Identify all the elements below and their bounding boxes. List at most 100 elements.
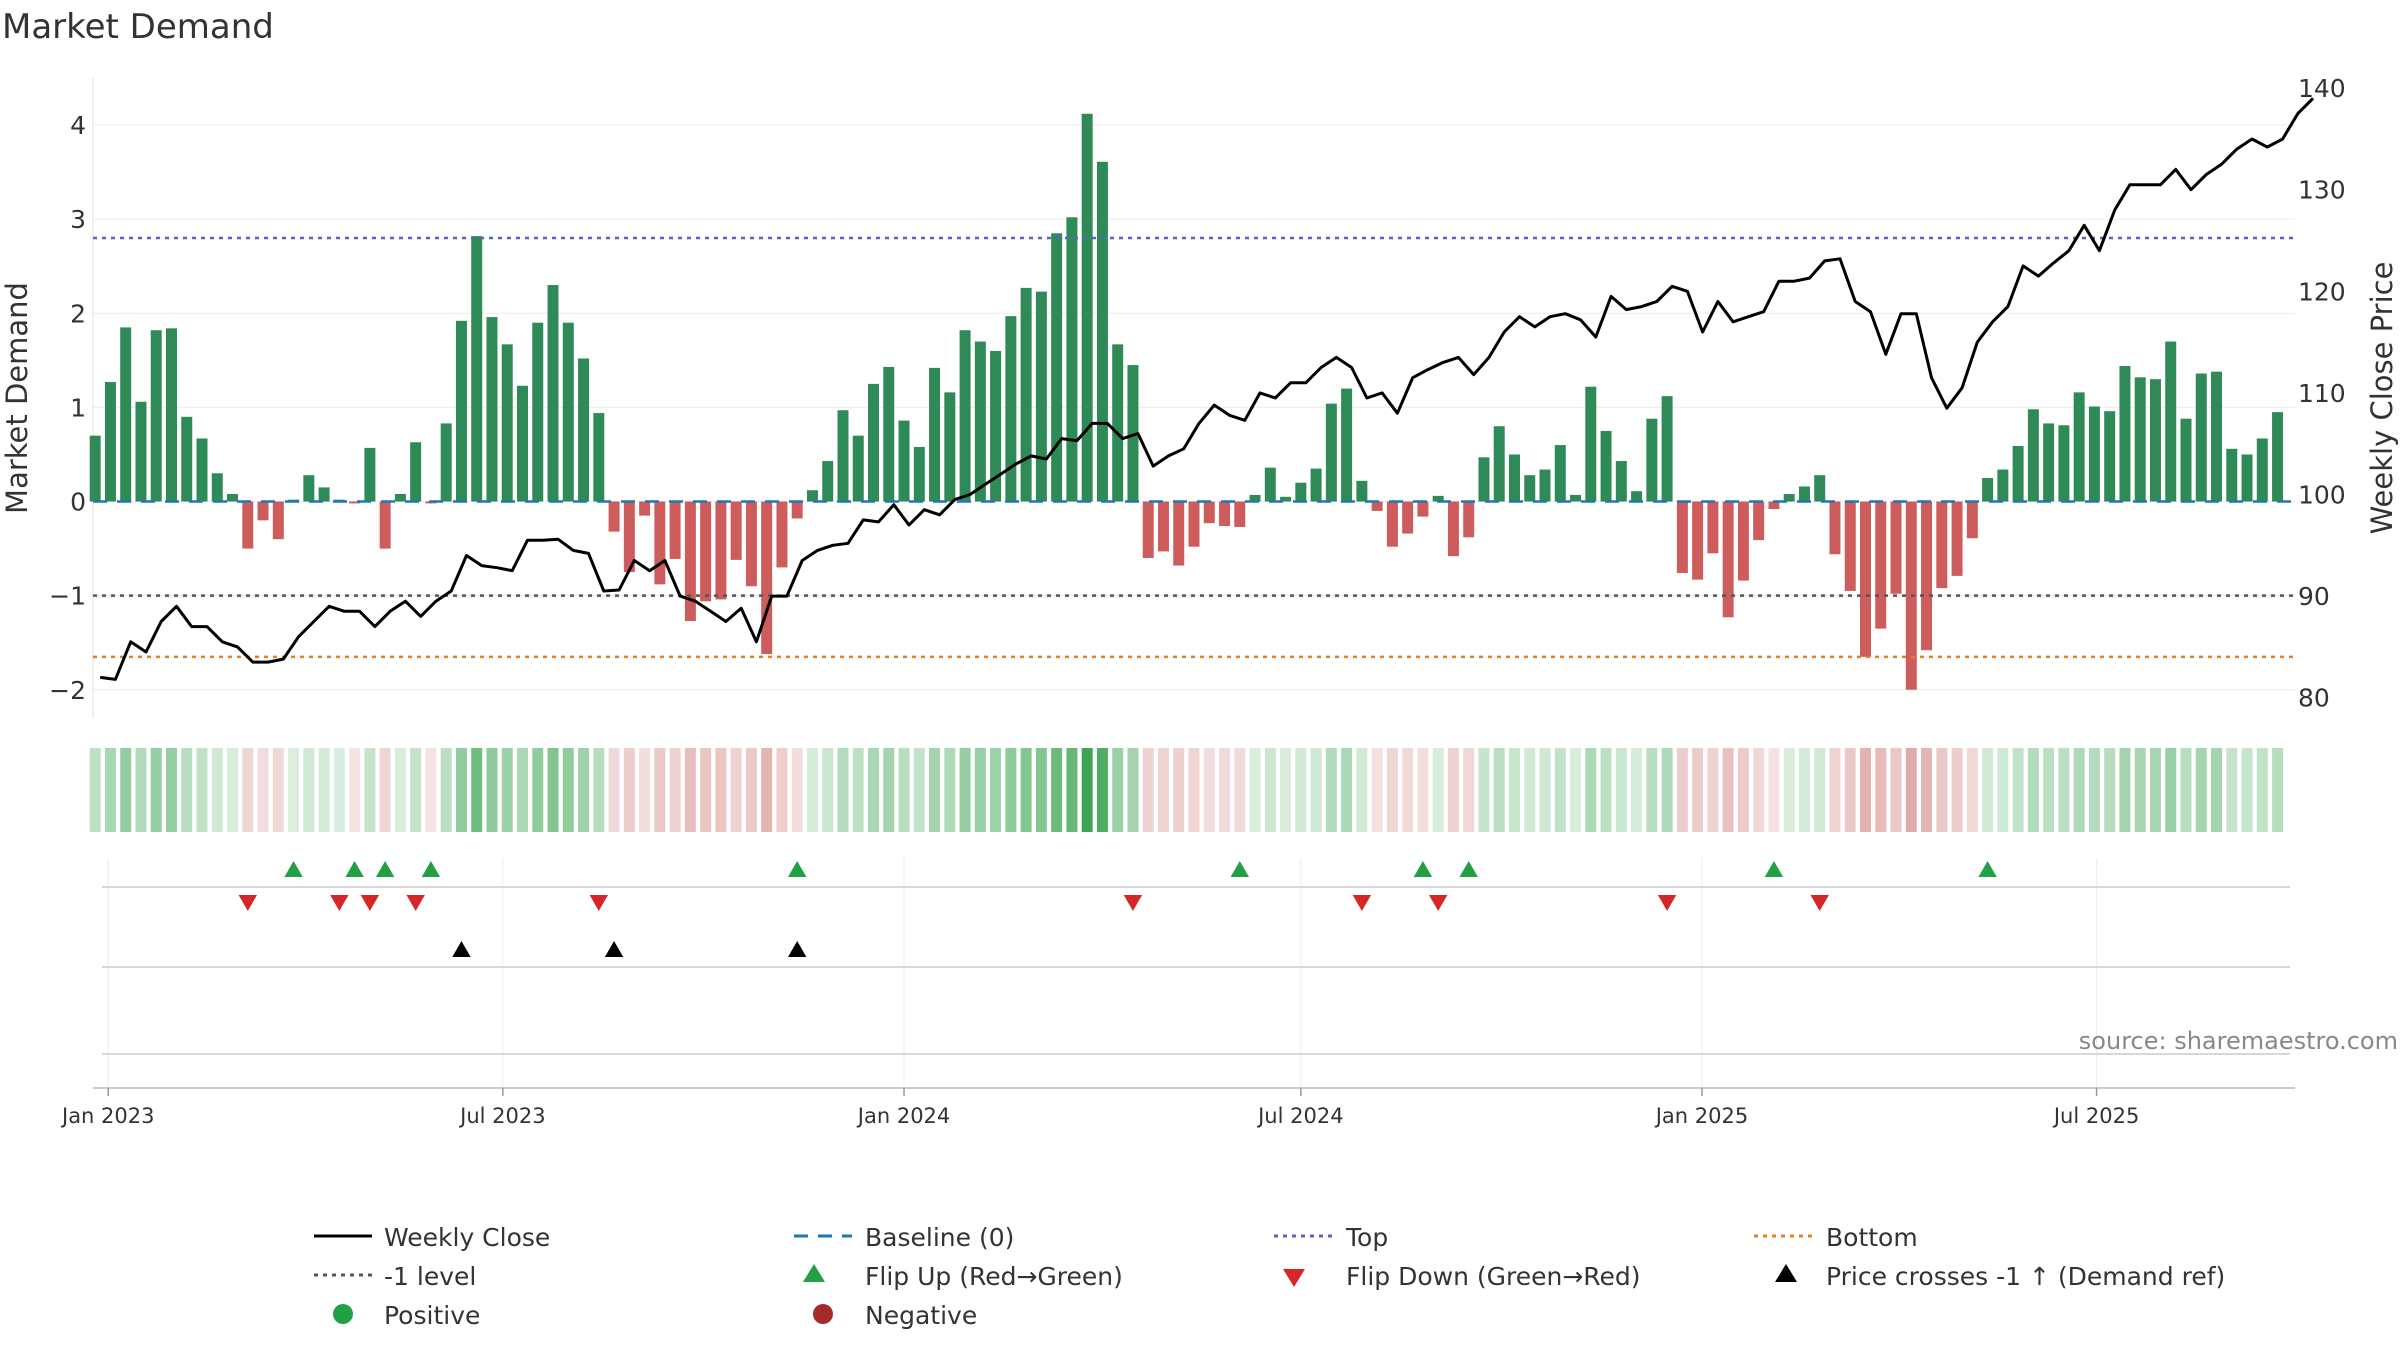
y-tick-label-left: 3 <box>70 205 86 234</box>
demand-bar <box>517 385 528 502</box>
y-axis-label-left: Market Demand <box>0 282 34 514</box>
x-tick-label: Jan 2025 <box>1654 1104 1749 1128</box>
demand-bar <box>242 501 254 549</box>
demand-bar <box>1478 457 1490 502</box>
heat-cell <box>2165 748 2177 832</box>
demand-bar <box>1447 501 1459 557</box>
heat-cell <box>669 748 681 832</box>
weekly-close-line <box>100 97 2315 681</box>
flip-up-marker <box>1413 861 1433 877</box>
demand-bar <box>1188 501 1200 547</box>
demand-bar <box>120 327 132 502</box>
heat-cell <box>1234 748 1246 832</box>
y-tick-label-left: 2 <box>70 299 86 328</box>
demand-bar <box>1264 467 1276 502</box>
demand-bar <box>257 501 269 521</box>
heat-cell <box>1005 748 1017 832</box>
demand-bar <box>2195 373 2207 502</box>
heat-cell <box>1844 748 1856 832</box>
heat-cell <box>1829 748 1841 832</box>
demand-bar <box>974 341 986 502</box>
heat-cell <box>1707 748 1719 832</box>
heat-cell <box>364 748 376 832</box>
demand-bar <box>104 382 116 502</box>
demand-bar <box>837 410 849 502</box>
legend-label-flip-up: Flip Up (Red→Green) <box>865 1262 1123 1291</box>
heat-cell <box>333 748 345 832</box>
y-tick-label-left: −1 <box>49 582 86 611</box>
demand-bar <box>2119 366 2131 502</box>
heat-cell <box>929 748 941 832</box>
demand-bar <box>1661 396 1673 502</box>
heat-cell <box>1646 748 1658 832</box>
demand-bars <box>89 113 2284 690</box>
demand-bar <box>1234 501 1246 527</box>
demand-bar <box>501 344 513 502</box>
heat-cell <box>455 748 467 832</box>
heat-cell <box>2088 748 2100 832</box>
heat-cell <box>1722 748 1734 832</box>
demand-bar <box>1219 501 1231 526</box>
demand-bar <box>1554 445 1566 502</box>
demand-bar <box>486 317 498 502</box>
heat-cell <box>1478 748 1490 832</box>
heat-cell <box>1219 748 1231 832</box>
demand-bar <box>1539 469 1551 502</box>
heat-cell <box>623 748 635 832</box>
demand-bar <box>1997 469 2009 502</box>
x-tick-label: Jul 2024 <box>1256 1104 1343 1128</box>
demand-bar <box>1020 287 1032 502</box>
heat-cell <box>150 748 162 832</box>
demand-bar <box>1493 426 1505 502</box>
heat-cell <box>1203 748 1215 832</box>
demand-bar <box>806 490 818 502</box>
demand-bar <box>944 392 956 502</box>
heat-cell <box>1661 748 1673 832</box>
heat-cell <box>2043 748 2055 832</box>
demand-bar <box>1325 403 1337 502</box>
flip-down-icon <box>1283 1269 1305 1287</box>
heat-cell <box>2180 748 2192 832</box>
x-tick-label: Jan 2023 <box>60 1104 155 1128</box>
heat-cell <box>1295 748 1307 832</box>
y-tick-label-right: 110 <box>2298 379 2346 408</box>
legend-item-minus1: -1 level <box>314 1262 476 1291</box>
demand-bar <box>455 320 467 502</box>
axes <box>92 78 2295 1089</box>
heat-cell <box>1692 748 1704 832</box>
heat-cell <box>608 748 620 832</box>
demand-bar <box>929 367 941 502</box>
heat-cell <box>1081 748 1093 832</box>
demand-bar <box>1035 291 1047 502</box>
demand-bar <box>883 366 895 502</box>
demand-bar <box>1127 365 1139 502</box>
heat-cell <box>730 748 742 832</box>
flip-down-marker <box>330 895 349 911</box>
heat-cell <box>639 748 651 832</box>
demand-bar <box>196 438 208 502</box>
demand-bar <box>150 330 162 502</box>
heat-cell <box>1356 748 1368 832</box>
heat-cell <box>272 748 284 832</box>
heat-cell <box>517 748 528 832</box>
flip-down-marker <box>1352 895 1372 911</box>
heat-cell <box>1783 748 1795 832</box>
demand-bar <box>2058 425 2070 502</box>
price-cross-icon <box>1775 1264 1797 1282</box>
demand-bar <box>211 473 223 502</box>
demand-bar <box>1921 501 1933 651</box>
heat-cell <box>1508 748 1520 832</box>
demand-bar <box>1722 501 1734 618</box>
negative-dot-icon <box>813 1304 833 1324</box>
demand-bar <box>1875 501 1887 629</box>
demand-bar <box>623 501 635 573</box>
demand-bar <box>2241 454 2253 502</box>
heat-cell <box>1814 748 1826 832</box>
legend-label-top: Top <box>1345 1223 1388 1252</box>
level-lines <box>93 236 2295 659</box>
heat-cell <box>1432 748 1444 832</box>
heat-cell <box>761 748 773 832</box>
demand-bar <box>1951 501 1963 576</box>
demand-bar <box>684 501 696 622</box>
y-tick-label-right: 130 <box>2298 176 2346 205</box>
